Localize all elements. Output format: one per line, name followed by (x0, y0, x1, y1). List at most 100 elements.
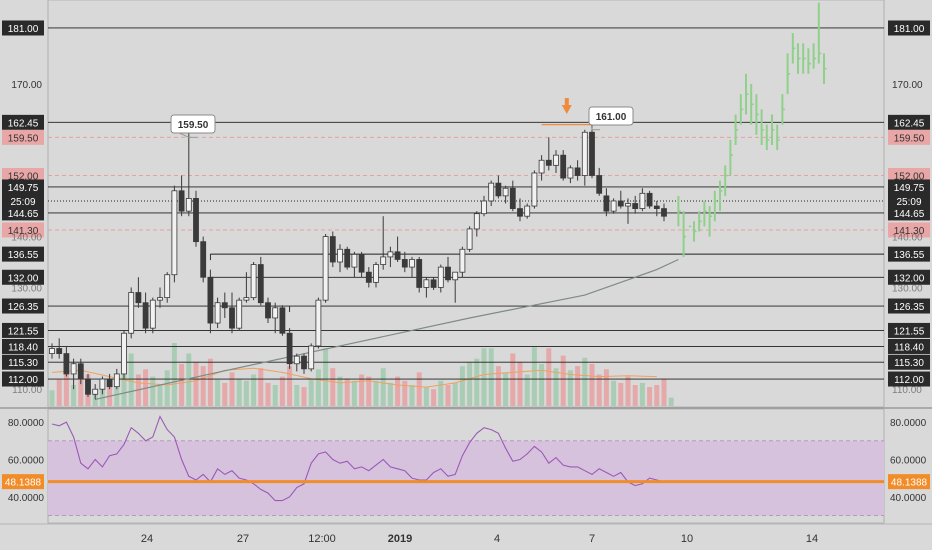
price-label: 115.30 (8, 358, 38, 369)
volume-bar (553, 368, 559, 406)
price-callout (170, 114, 216, 134)
rsi-axis-label: 60.0000 (890, 455, 927, 466)
y-axis-tick-label: 140.00 (892, 233, 923, 244)
candle (149, 299, 156, 329)
x-axis-label: 24 (141, 533, 153, 545)
candle (625, 203, 631, 207)
candle (286, 332, 293, 365)
candle (488, 182, 495, 202)
price-label: 136.55 (894, 250, 925, 261)
volume-bar (603, 369, 609, 406)
candle (229, 307, 235, 329)
volume-bar (71, 385, 77, 406)
volume-bar (546, 348, 552, 406)
price-label: 144.65 (8, 209, 39, 220)
volume-bar (222, 382, 228, 406)
down-arrow-icon (561, 98, 572, 114)
candle (250, 264, 257, 299)
candle (207, 276, 214, 324)
volume-bar (423, 387, 429, 406)
price-label: 136.55 (8, 250, 39, 261)
volume-bar (474, 358, 480, 406)
x-axis-label: 14 (806, 533, 818, 545)
candle (531, 172, 538, 207)
volume-bar (366, 376, 372, 406)
volume-bar (589, 364, 595, 406)
volume-bar (164, 370, 170, 406)
price-label: 126.35 (894, 302, 925, 313)
price-label: 25:09 (10, 197, 35, 208)
price-label-badge (888, 322, 930, 338)
candle (178, 190, 185, 212)
candle (351, 253, 358, 268)
volume-bar (301, 387, 307, 406)
price-label: 118.40 (894, 342, 924, 353)
rsi-value-label: 48.1388 (891, 478, 928, 489)
x-axis-label: 2019 (388, 533, 412, 545)
volume-bar (56, 379, 62, 406)
candle (545, 159, 552, 166)
volume-bar (639, 382, 645, 406)
candle (365, 271, 372, 283)
volume-bar (481, 348, 487, 406)
rsi-axis-label: 40.0000 (8, 493, 45, 504)
candle (293, 355, 300, 365)
candle (142, 302, 149, 329)
candle (632, 203, 639, 209)
volume-bar (618, 382, 624, 406)
candle (265, 302, 271, 319)
volume-bar (49, 390, 55, 406)
candle (581, 131, 588, 176)
volume-bar (121, 364, 127, 406)
volume-bar (431, 389, 437, 406)
candle (459, 248, 466, 273)
volume-bar (243, 380, 249, 406)
candle (157, 297, 163, 301)
volume-bar (647, 387, 653, 406)
price-label: 162.45 (8, 118, 39, 129)
candle (603, 195, 610, 212)
candle (329, 236, 336, 263)
volume-bar (63, 369, 69, 406)
candle (185, 198, 192, 212)
volume-bar (517, 361, 523, 406)
candle (661, 208, 667, 217)
volume-bar (560, 355, 566, 406)
candle (553, 154, 559, 166)
candle (85, 378, 91, 395)
volume-bar (402, 380, 408, 406)
candle (106, 378, 113, 388)
volume-bar (193, 361, 199, 406)
price-label-badge (888, 114, 930, 130)
y-axis-tick-label: 140.00 (11, 233, 42, 244)
candle (560, 154, 567, 179)
price-label-badge (888, 298, 930, 314)
candle (430, 279, 437, 288)
candle (596, 175, 603, 194)
volume-bar (503, 372, 509, 406)
price-label: 181.00 (8, 24, 39, 35)
price-label-badge (2, 298, 44, 314)
x-axis-label: 12:00 (308, 533, 336, 545)
price-label: 141.30 (8, 226, 39, 237)
price-label-badge (2, 114, 44, 130)
volume-bar (467, 361, 473, 406)
volume-bar (279, 376, 285, 406)
volume-bar (157, 385, 163, 406)
volume-bar (452, 382, 458, 406)
volume-bar (611, 380, 617, 406)
volume-bar (171, 343, 177, 406)
callout-label: 161.00 (596, 112, 627, 123)
volume-bar (251, 374, 257, 406)
volume-bar (510, 353, 516, 406)
price-label: 132.00 (8, 273, 39, 284)
price-label: 149.75 (8, 183, 39, 194)
candle (610, 200, 617, 212)
volume-bar (330, 368, 336, 406)
candle (567, 167, 574, 179)
candle (113, 373, 120, 388)
price-label: 149.75 (894, 183, 925, 194)
candle (171, 190, 178, 276)
price-label-badge (2, 179, 44, 195)
